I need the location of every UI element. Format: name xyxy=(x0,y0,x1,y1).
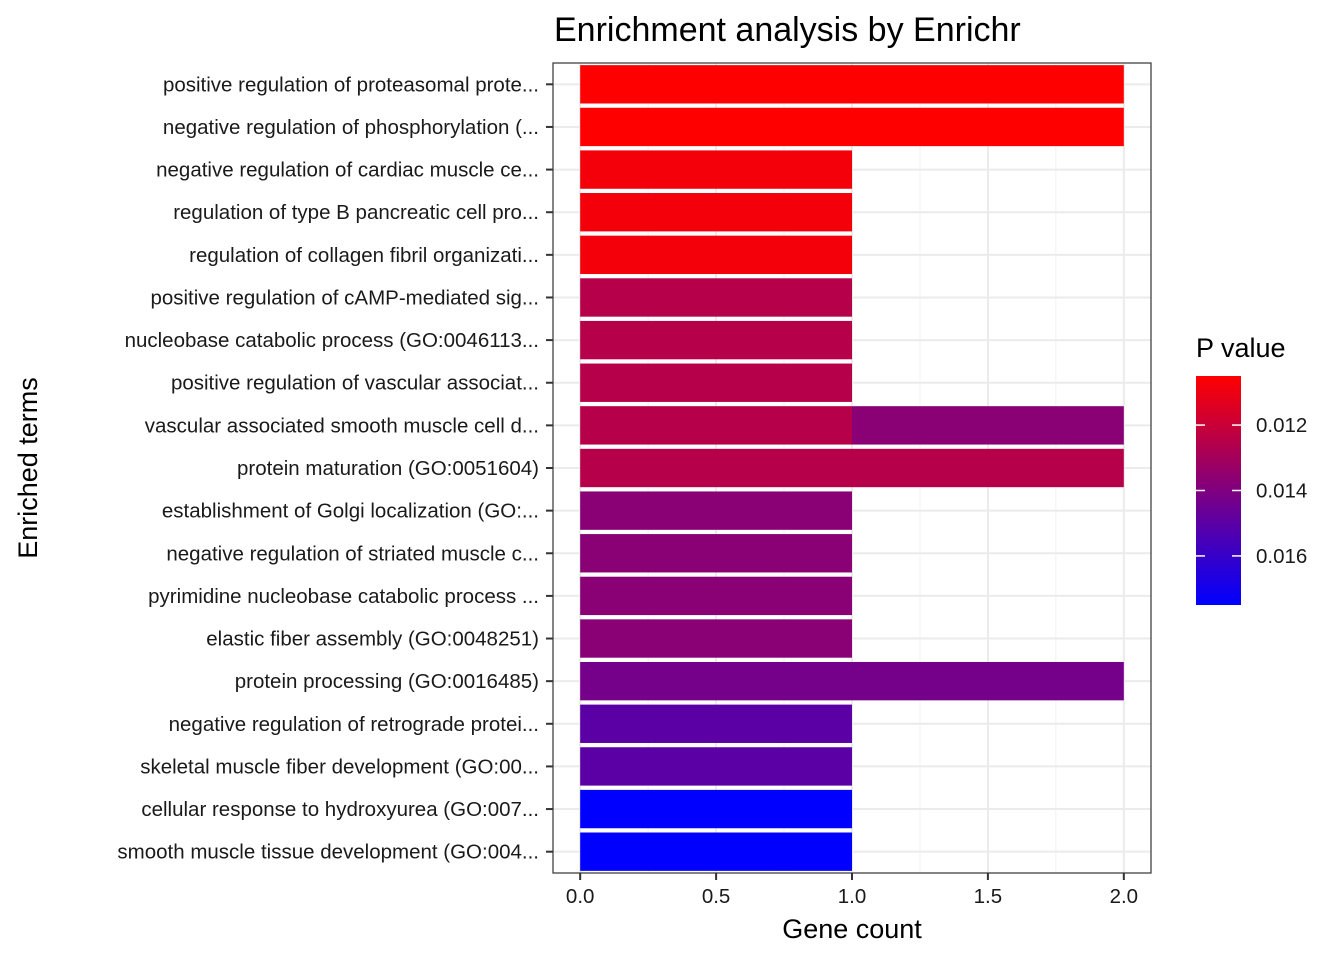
legend-tick-label: 0.012 xyxy=(1256,414,1307,437)
bar xyxy=(580,789,852,829)
bar xyxy=(580,320,852,360)
x-tick-label: 1.0 xyxy=(838,885,867,908)
y-tick-label: negative regulation of striated muscle c… xyxy=(166,542,539,565)
bar xyxy=(580,65,1124,104)
x-tick-label: 1.5 xyxy=(974,885,1003,908)
y-axis-labels: positive regulation of proteasomal prote… xyxy=(117,73,553,864)
y-tick-label: regulation of collagen fibril organizati… xyxy=(189,244,539,267)
y-tick-label: negative regulation of cardiac muscle ce… xyxy=(156,159,539,182)
y-tick-label: positive regulation of proteasomal prote… xyxy=(163,73,539,96)
y-tick-label: vascular associated smooth muscle cell d… xyxy=(145,414,539,437)
y-tick-label: negative regulation of retrograde protei… xyxy=(169,713,539,736)
chart-title: Enrichment analysis by Enrichr xyxy=(554,11,1021,49)
legend-tick-label: 0.016 xyxy=(1256,545,1307,568)
bar xyxy=(580,363,852,402)
bar xyxy=(580,619,852,658)
bar xyxy=(580,576,852,616)
y-axis-title: Enriched terms xyxy=(13,377,43,559)
x-tick-label: 0.0 xyxy=(566,885,595,908)
y-tick-label: pyrimidine nucleobase catabolic process … xyxy=(148,585,539,608)
legend-title: P value xyxy=(1196,333,1286,363)
y-tick-label: regulation of type B pancreatic cell pro… xyxy=(173,201,539,224)
bar xyxy=(580,747,852,786)
bar xyxy=(580,534,852,573)
y-tick-label: positive regulation of vascular associat… xyxy=(171,372,539,395)
bar xyxy=(580,448,1124,488)
y-tick-label: establishment of Golgi localization (GO:… xyxy=(162,500,539,523)
y-tick-label: protein processing (GO:0016485) xyxy=(235,670,539,693)
bar xyxy=(580,661,1124,701)
y-tick-label: skeletal muscle fiber development (GO:00… xyxy=(140,755,539,778)
y-tick-label: elastic fiber assembly (GO:0048251) xyxy=(206,628,539,651)
y-tick-label: protein maturation (GO:0051604) xyxy=(237,457,539,480)
bar xyxy=(580,704,852,743)
bar xyxy=(580,193,852,232)
bar xyxy=(580,832,852,871)
x-axis: 0.0 0.5 1.0 1.5 2.0 xyxy=(566,873,1138,908)
bar xyxy=(580,235,852,275)
bar xyxy=(580,107,1124,147)
x-axis-title: Gene count xyxy=(782,914,922,944)
legend-ticks: 0.012 0.014 0.016 xyxy=(1196,414,1307,568)
y-tick-label: negative regulation of phosphorylation (… xyxy=(163,116,539,139)
legend-tick-label: 0.014 xyxy=(1256,480,1307,503)
bar xyxy=(580,406,852,445)
x-tick-label: 0.5 xyxy=(702,885,731,908)
bar xyxy=(580,150,852,189)
legend: P value 0.012 0.014 0.016 xyxy=(1196,333,1307,605)
plot-panel xyxy=(552,62,1152,874)
bar xyxy=(580,278,852,317)
bars-group xyxy=(580,65,1124,871)
y-tick-label: smooth muscle tissue development (GO:004… xyxy=(117,841,539,864)
y-tick-label: cellular response to hydroxyurea (GO:007… xyxy=(141,798,539,821)
bar xyxy=(852,406,1124,445)
y-tick-label: positive regulation of cAMP-mediated sig… xyxy=(150,286,539,309)
bar xyxy=(580,491,852,530)
y-tick-label: nucleobase catabolic process (GO:0046113… xyxy=(125,329,539,352)
x-tick-label: 2.0 xyxy=(1110,885,1139,908)
